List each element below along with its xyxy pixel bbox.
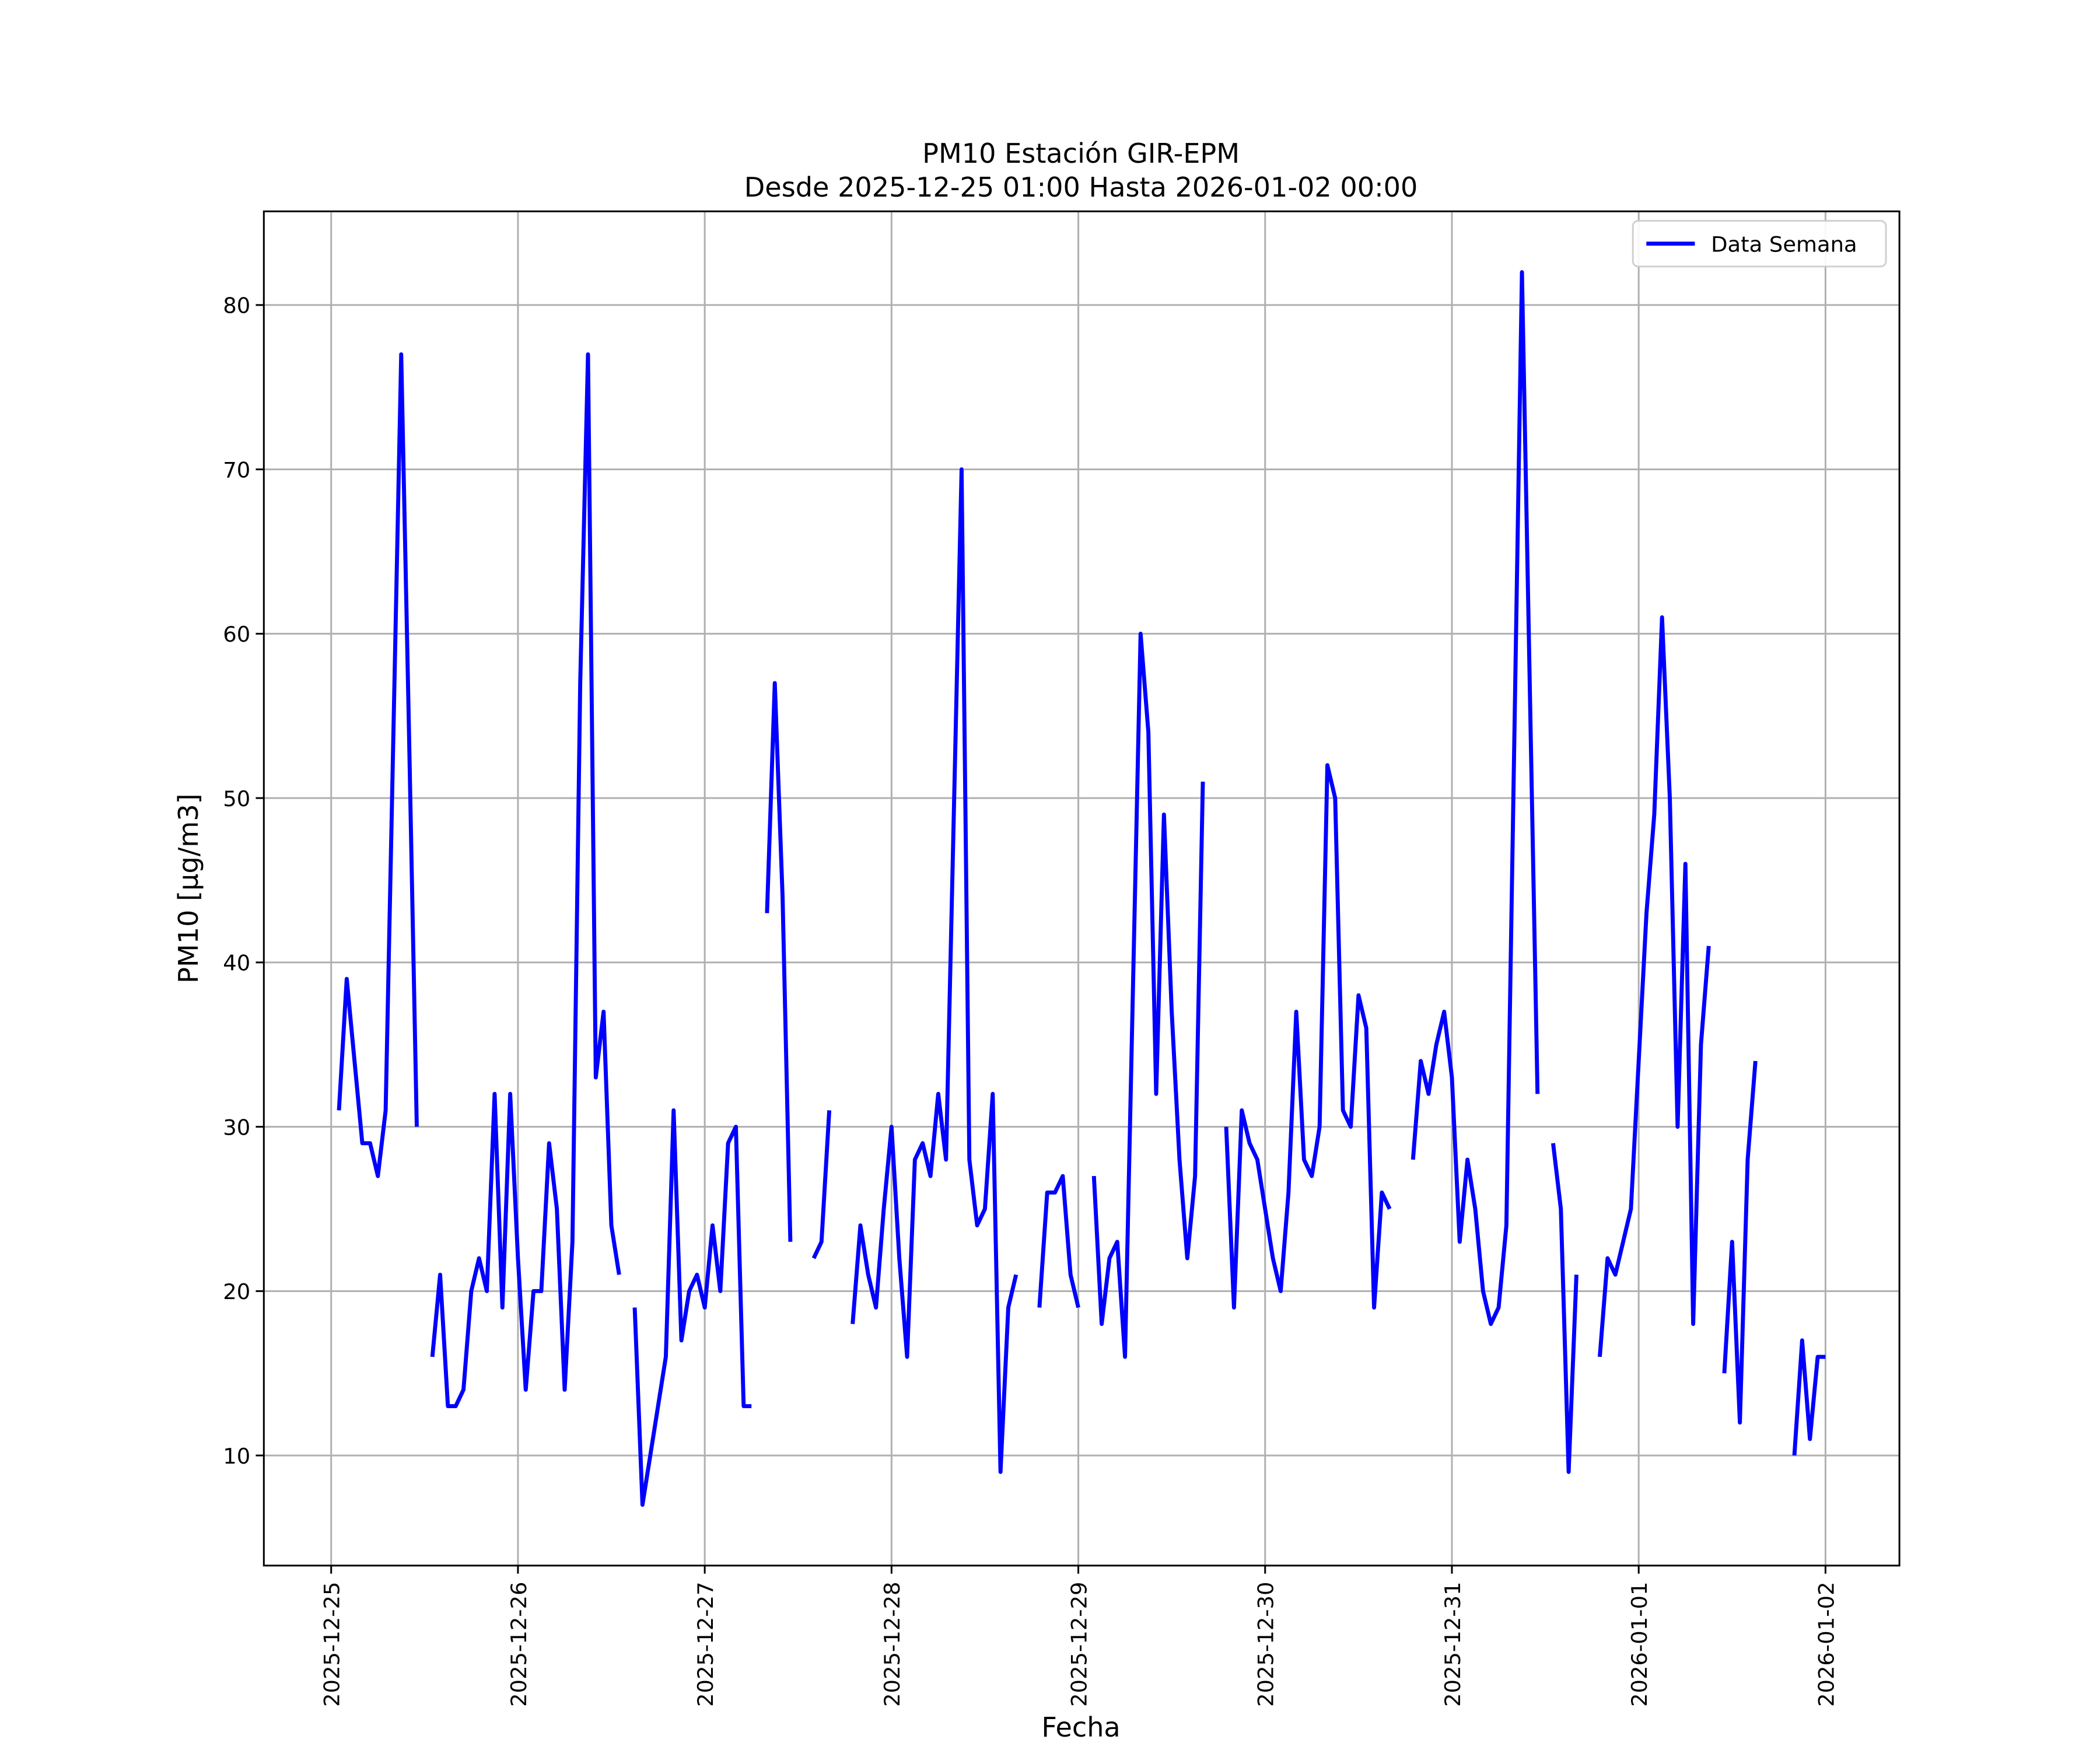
x-tick-label: 2026-01-02 xyxy=(1814,1582,1839,1707)
legend-label: Data Semana xyxy=(1711,232,1857,257)
chart-title: PM10 Estación GIR-EPM xyxy=(922,138,1240,169)
y-tick-label: 50 xyxy=(223,786,250,811)
y-tick-label: 70 xyxy=(223,457,250,482)
y-tick-label: 30 xyxy=(223,1115,250,1140)
y-tick-label: 10 xyxy=(223,1444,250,1469)
x-tick-label: 2025-12-27 xyxy=(693,1582,718,1707)
chart-subtitle: Desde 2025-12-25 01:00 Hasta 2026-01-02 … xyxy=(744,172,1418,203)
plot-frame xyxy=(262,210,1901,1567)
x-tick-label: 2025-12-28 xyxy=(880,1582,905,1707)
x-tick-label: 2025-12-26 xyxy=(506,1582,531,1707)
y-tick-label: 80 xyxy=(223,293,250,318)
y-tick-label: 60 xyxy=(223,622,250,647)
x-tick-label: 2025-12-29 xyxy=(1066,1582,1091,1707)
x-tick-label: 2025-12-25 xyxy=(320,1582,345,1707)
legend: Data Semana xyxy=(1632,219,1887,268)
data-line xyxy=(337,270,1826,1507)
y-axis-label: PM10 [μg/m3] xyxy=(173,793,204,984)
x-tick-label: 2025-12-31 xyxy=(1440,1582,1465,1707)
x-axis-label: Fecha xyxy=(1041,1712,1120,1743)
legend-box xyxy=(1632,219,1887,268)
x-tick-label: 2026-01-01 xyxy=(1627,1582,1652,1707)
y-tick-label: 40 xyxy=(223,951,250,976)
y-tick-label: 20 xyxy=(223,1279,250,1304)
x-tick-label: 2025-12-30 xyxy=(1254,1582,1279,1707)
